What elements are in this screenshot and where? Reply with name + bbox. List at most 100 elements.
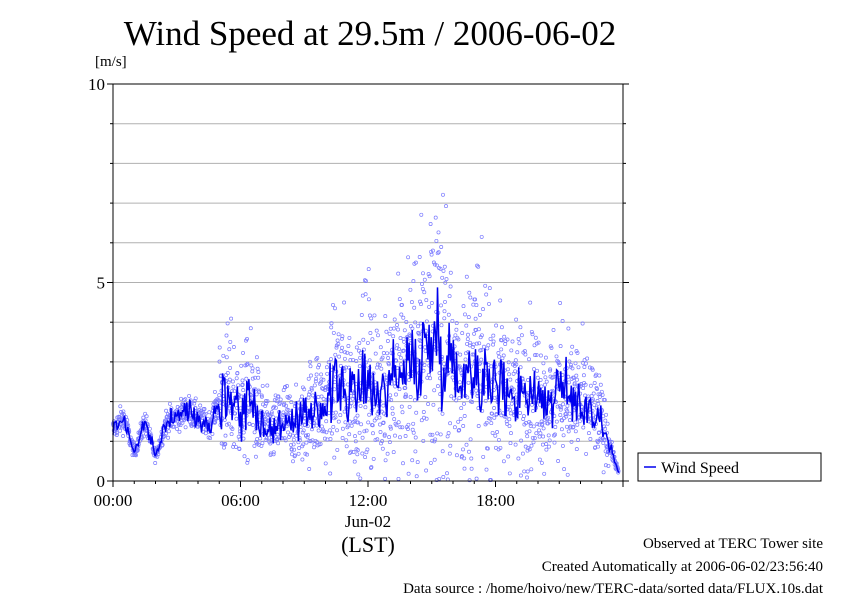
scatter-point — [591, 397, 595, 402]
scatter-point — [342, 356, 347, 361]
scatter-point — [245, 460, 250, 465]
scatter-point — [574, 447, 579, 452]
scatter-point — [334, 345, 339, 350]
scatter-point — [394, 392, 398, 397]
scatter-point — [441, 268, 446, 273]
scatter-point — [514, 362, 519, 367]
scatter-point — [134, 453, 138, 458]
scatter-point — [385, 351, 390, 356]
scatter-point — [518, 473, 523, 478]
scatter-point — [338, 413, 343, 418]
scatter-point — [193, 396, 198, 401]
scatter-point — [221, 353, 226, 358]
scatter-point — [596, 401, 601, 406]
scatter-point — [241, 350, 245, 355]
scatter-point — [569, 351, 574, 356]
scatter-point — [398, 435, 402, 440]
scatter-point — [391, 334, 396, 339]
scatter-point — [436, 250, 441, 255]
scatter-point — [529, 443, 534, 448]
scatter-point — [457, 395, 462, 400]
scatter-point — [565, 409, 570, 414]
scatter-point — [419, 212, 424, 217]
scatter-point — [566, 380, 571, 385]
scatter-point — [508, 407, 512, 412]
scatter-point — [541, 426, 546, 431]
scatter-point — [275, 432, 280, 437]
scatter-point — [489, 421, 494, 426]
scatter-point — [550, 388, 555, 393]
scatter-point — [283, 438, 288, 443]
scatter-point — [492, 395, 497, 400]
scatter-point — [551, 328, 556, 332]
scatter-point — [422, 277, 427, 282]
scatter-point — [380, 446, 385, 451]
scatter-point — [347, 335, 352, 340]
scatter-point — [228, 339, 233, 344]
scatter-point — [487, 301, 491, 306]
scatter-point — [554, 419, 559, 424]
scatter-point — [417, 332, 422, 337]
scatter-point — [452, 336, 457, 341]
scatter-point — [525, 475, 529, 480]
scatter-point — [564, 414, 569, 419]
scatter-point — [323, 461, 328, 466]
scatter-point — [192, 401, 197, 406]
scatter-point — [532, 436, 537, 441]
scatter-point — [581, 386, 586, 391]
scatter-point — [542, 382, 547, 387]
scatter-point — [523, 352, 528, 357]
scatter-point — [377, 362, 382, 367]
scatter-point — [487, 286, 492, 291]
scatter-point — [462, 456, 467, 461]
scatter-point — [428, 460, 433, 465]
scatter-point — [180, 420, 185, 425]
scatter-point — [335, 338, 340, 343]
scatter-point — [260, 441, 265, 446]
scatter-point — [582, 365, 587, 369]
scatter-point — [432, 439, 437, 444]
scatter-point — [247, 422, 252, 426]
scatter-point — [306, 395, 311, 400]
scatter-point — [118, 404, 123, 409]
scatter-point — [531, 440, 536, 445]
scatter-point — [449, 394, 454, 399]
scatter-point — [451, 396, 456, 401]
scatter-point — [271, 452, 276, 457]
scatter-point — [558, 407, 563, 412]
scatter-point — [352, 459, 357, 464]
scatter-point — [570, 344, 575, 349]
scatter-point — [558, 301, 563, 305]
scatter-point — [396, 327, 400, 332]
scatter-point — [428, 376, 433, 381]
scatter-point — [164, 408, 169, 413]
scatter-point — [362, 429, 367, 434]
scatter-point — [227, 347, 232, 352]
scatter-point — [385, 339, 390, 343]
scatter-point — [505, 422, 510, 426]
scatter-point — [431, 402, 436, 407]
scatter-point — [230, 389, 235, 394]
scatter-point — [522, 469, 527, 474]
scatter-point — [574, 373, 579, 378]
scatter-point — [320, 429, 325, 434]
scatter-point — [210, 431, 215, 436]
scatter-point — [519, 333, 524, 338]
scatter-point — [346, 344, 351, 348]
scatter-point — [443, 280, 448, 285]
scatter-point — [413, 435, 418, 440]
scatter-point — [492, 406, 497, 410]
scatter-point — [308, 359, 312, 364]
scatter-point — [479, 357, 484, 362]
scatter-point — [331, 302, 335, 307]
scatter-point — [558, 344, 563, 349]
scatter-point — [357, 341, 362, 345]
scatter-point — [325, 371, 330, 376]
scatter-point — [447, 294, 452, 299]
scatter-point — [276, 441, 281, 446]
scatter-point — [566, 326, 571, 331]
scatter-point — [316, 428, 321, 433]
scatter-point — [548, 367, 553, 372]
series-line-segment — [196, 373, 241, 434]
scatter-point — [543, 375, 548, 380]
